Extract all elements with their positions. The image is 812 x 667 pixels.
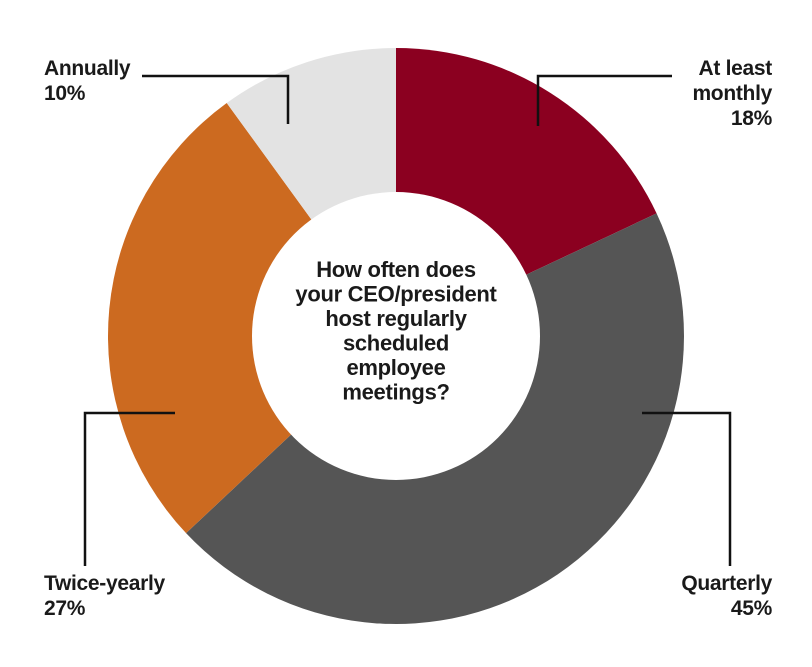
slice-name-at-least-monthly: At least <box>699 57 773 80</box>
slice-label-quarterly: Quarterly 45% <box>681 572 772 620</box>
slice-name-annually: Annually <box>44 57 131 80</box>
slice-label-at-least-monthly: At least monthly 18% <box>692 57 772 130</box>
center-title-line: meetings? <box>342 380 449 405</box>
callouts-layer: At least monthly 18% Quarterly 45% Twice-year… <box>44 57 773 620</box>
slice-name-quarterly: Quarterly <box>681 572 772 595</box>
chart-center-title: How often does your CEO/president host reg… <box>295 257 497 405</box>
leader-line-at-least-monthly <box>536 74 672 126</box>
slice-value-at-least-monthly: 18% <box>731 107 773 130</box>
leader-line-twice-yearly <box>83 411 175 566</box>
slice-name-at-least-monthly: monthly <box>692 82 772 105</box>
center-title-line: How often does <box>316 257 476 282</box>
leader-line-annually <box>142 74 290 124</box>
slice-label-twice-yearly: Twice-yearly 27% <box>44 572 166 620</box>
slice-name-twice-yearly: Twice-yearly <box>44 572 166 595</box>
center-title-line: scheduled <box>343 331 449 356</box>
slice-value-twice-yearly: 27% <box>44 597 86 620</box>
center-title-line: employee <box>346 355 445 380</box>
slice-label-annually: Annually 10% <box>44 57 131 105</box>
center-title-line: host regularly <box>325 306 467 331</box>
slice-value-annually: 10% <box>44 82 86 105</box>
leader-line-quarterly <box>642 411 732 566</box>
slice-value-quarterly: 45% <box>731 597 773 620</box>
center-title-line: your CEO/president <box>295 282 497 307</box>
slice-twice-yearly <box>108 103 397 534</box>
donut-hole <box>252 192 540 480</box>
